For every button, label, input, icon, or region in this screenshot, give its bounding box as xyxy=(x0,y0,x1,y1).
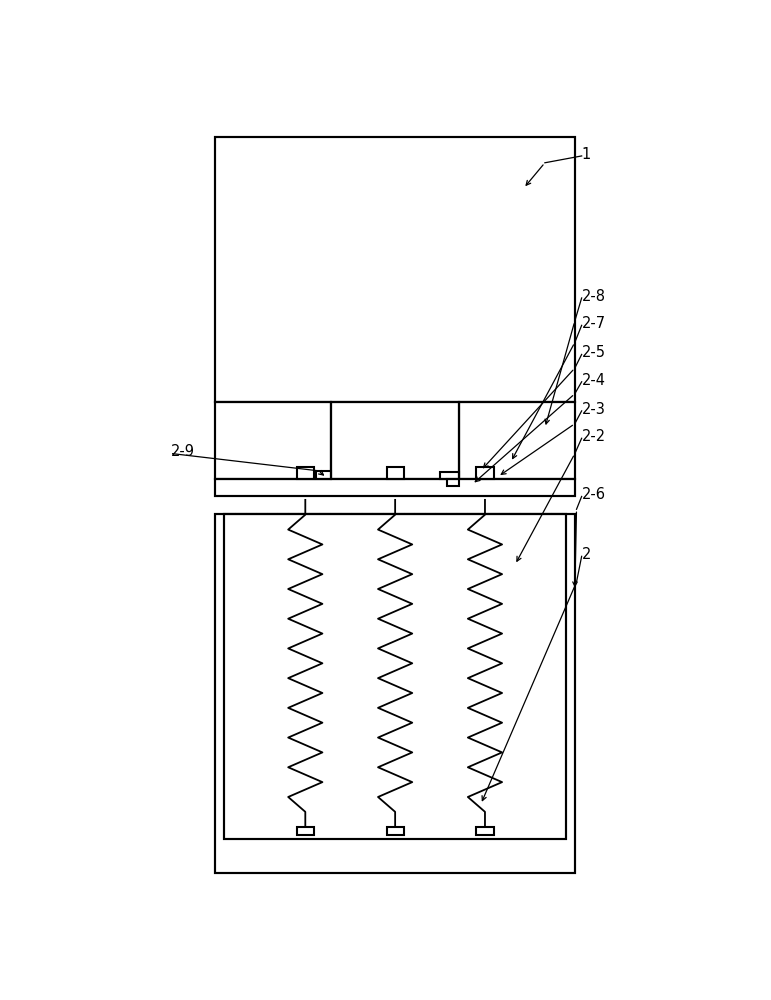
Bar xyxy=(386,827,404,835)
Bar xyxy=(460,402,575,479)
Bar xyxy=(215,137,575,402)
Text: 2-7: 2-7 xyxy=(581,316,606,331)
Bar xyxy=(215,479,575,496)
Bar xyxy=(297,827,314,835)
Bar xyxy=(215,402,331,479)
Bar xyxy=(215,137,575,402)
Bar xyxy=(331,402,460,479)
Bar xyxy=(440,472,460,479)
Bar xyxy=(476,467,493,479)
Text: 2-2: 2-2 xyxy=(581,429,606,444)
Bar xyxy=(215,402,331,479)
Text: 2-8: 2-8 xyxy=(581,289,606,304)
Bar xyxy=(297,467,314,479)
Text: 2-5: 2-5 xyxy=(581,345,606,360)
Bar xyxy=(331,402,460,479)
Bar xyxy=(215,514,575,873)
Text: 2-6: 2-6 xyxy=(581,487,606,502)
Text: 2-9: 2-9 xyxy=(171,444,195,459)
Bar xyxy=(215,479,575,496)
Bar xyxy=(386,467,404,479)
Text: 2: 2 xyxy=(581,547,591,562)
Text: 2-4: 2-4 xyxy=(581,373,606,388)
Text: 1: 1 xyxy=(581,147,591,162)
Bar xyxy=(224,514,566,839)
Text: 2-3: 2-3 xyxy=(581,402,605,417)
Bar xyxy=(215,514,575,873)
Bar xyxy=(447,479,460,486)
Bar xyxy=(476,827,493,835)
Bar xyxy=(315,471,331,479)
Bar xyxy=(460,402,575,479)
Bar xyxy=(224,514,566,839)
